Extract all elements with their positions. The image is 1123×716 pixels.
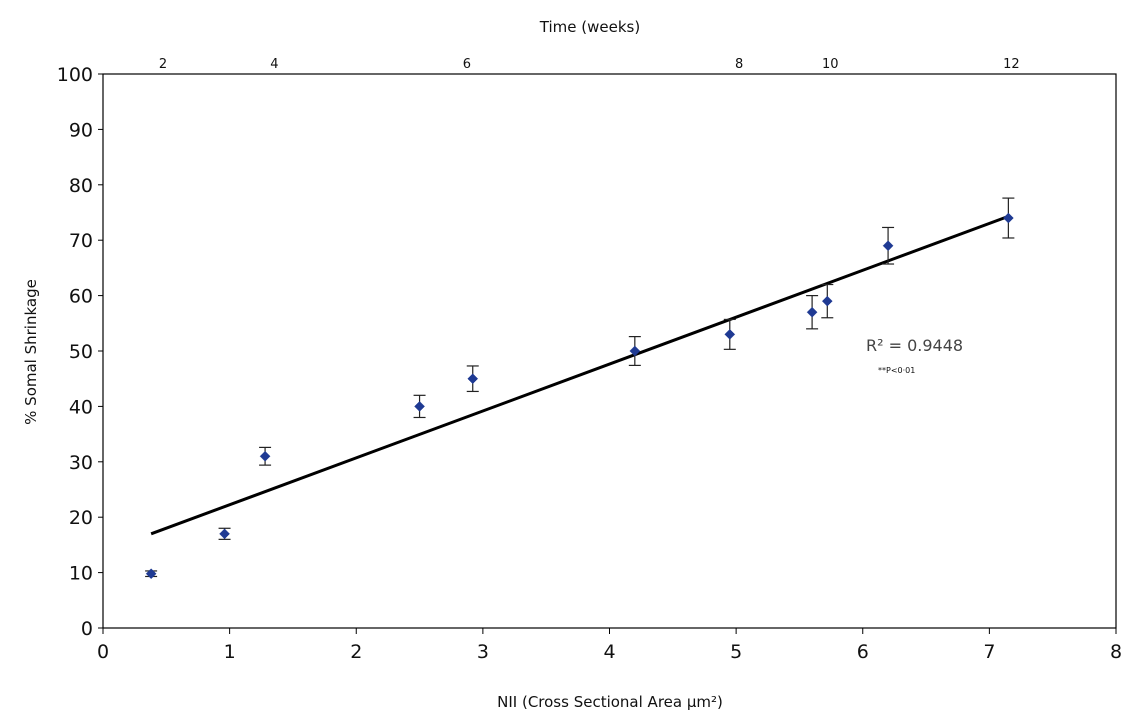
data-point bbox=[821, 283, 834, 319]
top-tick-label: 12 bbox=[1003, 57, 1020, 72]
top-axis-title: Time (weeks) bbox=[539, 18, 640, 36]
top-tick-label: 4 bbox=[270, 57, 278, 72]
data-point bbox=[218, 527, 231, 540]
data-marker-diamond bbox=[414, 401, 425, 412]
y-tick-label: 10 bbox=[69, 563, 93, 585]
data-marker-diamond bbox=[806, 306, 818, 318]
data-point bbox=[1002, 197, 1015, 239]
x-tick-label: 2 bbox=[350, 641, 362, 663]
x-axis-title: NII (Cross Sectional Area µm²) bbox=[497, 693, 723, 711]
top-tick-label: 8 bbox=[735, 57, 743, 72]
data-point bbox=[628, 335, 641, 367]
data-point bbox=[806, 295, 819, 330]
y-axis-title: % Somal Shrinkage bbox=[22, 279, 40, 425]
data-marker-diamond bbox=[467, 373, 479, 385]
x-tick-label: 7 bbox=[983, 641, 995, 663]
data-marker-diamond bbox=[882, 240, 894, 252]
data-marker-diamond bbox=[724, 329, 736, 340]
data-marker-diamond bbox=[821, 295, 833, 307]
y-tick-label: 40 bbox=[69, 396, 93, 418]
y-tick-label: 60 bbox=[69, 286, 93, 308]
x-tick-label: 3 bbox=[477, 641, 489, 663]
data-point bbox=[723, 318, 736, 350]
x-tick-label: 5 bbox=[730, 641, 742, 663]
data-point bbox=[145, 568, 158, 580]
plot-area-frame bbox=[102, 73, 1117, 629]
r-squared-annotation: R² = 0.9448 bbox=[866, 336, 963, 355]
trendline bbox=[150, 214, 1009, 536]
data-marker-diamond bbox=[1003, 212, 1014, 224]
y-tick-label: 50 bbox=[69, 341, 93, 363]
data-marker-diamond bbox=[219, 528, 230, 540]
data-marker-diamond bbox=[629, 345, 641, 357]
x-tick-label: 0 bbox=[97, 641, 109, 663]
y-tick-label: 70 bbox=[69, 230, 93, 252]
x-tick-label: 6 bbox=[857, 641, 869, 663]
top-tick-label: 6 bbox=[463, 57, 471, 72]
data-marker-diamond bbox=[145, 568, 157, 580]
y-tick-label: 20 bbox=[69, 507, 93, 529]
top-tick-label: 2 bbox=[159, 57, 167, 72]
p-value-annotation: **P<0·01 bbox=[878, 366, 915, 375]
x-tick-label: 8 bbox=[1110, 641, 1122, 663]
data-marker-diamond bbox=[259, 450, 271, 462]
x-tick-label: 4 bbox=[603, 641, 615, 663]
data-point bbox=[466, 365, 479, 393]
y-tick-label: 90 bbox=[69, 119, 93, 141]
top-tick-label: 10 bbox=[822, 57, 839, 72]
y-tick-label: 80 bbox=[69, 175, 93, 197]
data-point bbox=[882, 226, 895, 265]
y-tick-label: 100 bbox=[57, 64, 93, 86]
x-tick-label: 1 bbox=[224, 641, 236, 663]
y-tick-label: 30 bbox=[69, 452, 93, 474]
y-tick-label: 0 bbox=[81, 618, 93, 640]
data-point bbox=[259, 446, 272, 466]
data-point bbox=[413, 394, 426, 419]
